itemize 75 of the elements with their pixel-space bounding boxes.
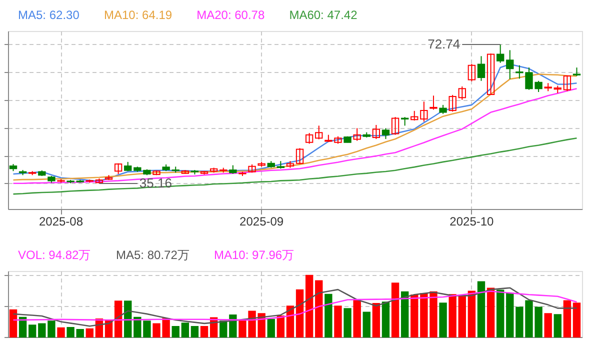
candlestick xyxy=(372,124,380,140)
text: MA10: 64.19 xyxy=(104,8,172,22)
annotation: 72.74 xyxy=(428,36,460,52)
bar xyxy=(410,294,418,338)
bar xyxy=(315,280,323,338)
annotation: 35.16 xyxy=(139,175,172,190)
bar xyxy=(172,326,180,338)
candlestick xyxy=(448,94,456,112)
x-tick-label: 2025-10 xyxy=(450,214,494,228)
candlestick xyxy=(114,162,122,175)
bar xyxy=(124,300,132,338)
bar xyxy=(506,292,514,338)
text: MA60: 47.42 xyxy=(289,8,358,22)
candlestick xyxy=(296,148,304,165)
candlestick xyxy=(458,86,466,100)
text: MA10: 97.96万 xyxy=(214,248,294,262)
x-tick-label: 2025-09 xyxy=(240,214,284,228)
bar xyxy=(286,306,294,338)
x-tick-label: 2025-08 xyxy=(38,214,84,228)
bar xyxy=(220,320,228,338)
bar xyxy=(190,326,199,338)
bar xyxy=(66,327,74,338)
bar xyxy=(324,294,332,338)
bar xyxy=(362,312,370,338)
candlestick xyxy=(391,116,400,136)
candlestick xyxy=(410,110,418,122)
candlestick xyxy=(420,101,428,122)
bar xyxy=(28,324,36,338)
candlestick xyxy=(563,74,572,92)
bar xyxy=(38,323,46,338)
candlestick xyxy=(382,128,390,140)
text: MA5: 62.30 xyxy=(18,8,80,22)
candlestick xyxy=(305,132,314,144)
bar xyxy=(48,320,56,338)
candlestick xyxy=(496,44,504,64)
bar xyxy=(353,300,361,338)
bar xyxy=(305,274,314,338)
bar xyxy=(400,291,409,338)
candlestick xyxy=(430,95,438,110)
candlestick xyxy=(468,63,476,82)
bar xyxy=(496,290,504,338)
candlestick xyxy=(506,50,514,80)
bar xyxy=(372,302,380,338)
bar xyxy=(458,296,466,338)
text: VOL: 94.82万 xyxy=(18,248,91,262)
bar xyxy=(382,302,390,338)
bar xyxy=(477,281,486,338)
bar xyxy=(334,306,342,338)
bar xyxy=(486,288,495,338)
bar xyxy=(267,318,275,338)
bar xyxy=(468,290,476,338)
text: MA20: 60.78 xyxy=(196,8,265,22)
candlestick xyxy=(477,56,486,82)
bar xyxy=(563,300,572,338)
bar xyxy=(391,282,400,338)
bar xyxy=(439,302,447,338)
bar xyxy=(544,313,552,338)
bar xyxy=(572,302,581,338)
candlestick xyxy=(353,128,361,142)
text: MA5: 80.72万 xyxy=(116,248,190,262)
bar xyxy=(296,289,304,338)
candlestick xyxy=(315,125,323,140)
bar xyxy=(114,300,122,338)
bar xyxy=(76,329,84,338)
bar xyxy=(344,308,352,338)
candlestick xyxy=(486,53,495,96)
bar xyxy=(57,327,65,338)
bar xyxy=(200,326,208,338)
bar xyxy=(18,316,27,338)
bar xyxy=(554,314,562,338)
bar xyxy=(86,328,94,338)
bar xyxy=(181,322,190,338)
bar xyxy=(448,294,456,338)
bar xyxy=(9,309,18,338)
bar xyxy=(276,315,285,338)
